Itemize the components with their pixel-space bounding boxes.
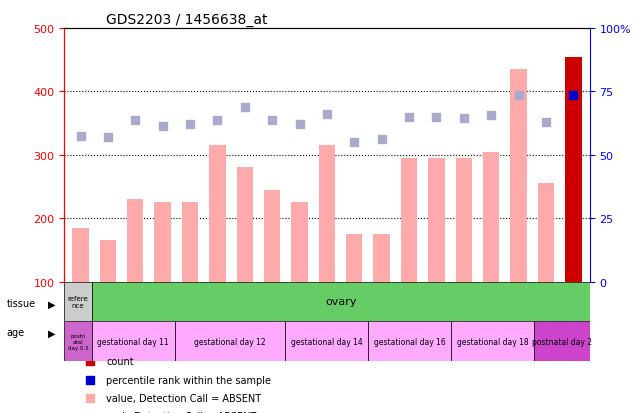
Text: postn
atal
day 0.5: postn atal day 0.5 (67, 333, 88, 350)
Text: ▶: ▶ (48, 299, 56, 309)
Bar (510, 70, 527, 282)
Point (267, 117, 278, 124)
Text: percentile rank within the sample: percentile rank within the sample (106, 375, 271, 385)
FancyBboxPatch shape (64, 282, 92, 322)
Text: tissue: tissue (6, 299, 35, 309)
Bar (538, 184, 554, 282)
Bar (483, 152, 499, 282)
Bar (127, 199, 144, 282)
Text: ▶: ▶ (48, 328, 56, 337)
Point (486, 113, 496, 119)
Text: gestational day 11: gestational day 11 (97, 337, 169, 346)
Text: ovary: ovary (325, 297, 356, 307)
Text: value, Detection Call = ABSENT: value, Detection Call = ABSENT (106, 393, 262, 403)
Bar (456, 159, 472, 282)
Point (561, 151, 571, 158)
FancyBboxPatch shape (369, 322, 451, 361)
Text: gestational day 14: gestational day 14 (291, 337, 363, 346)
Text: gestational day 16: gestational day 16 (374, 337, 445, 346)
Text: count: count (106, 356, 134, 366)
Bar (428, 159, 445, 282)
Point (294, 122, 304, 128)
Bar (182, 203, 198, 282)
FancyBboxPatch shape (92, 322, 175, 361)
Bar (72, 228, 88, 282)
Bar (237, 168, 253, 282)
Point (431, 114, 442, 121)
Point (103, 134, 113, 141)
Point (240, 104, 250, 111)
Text: rank, Detection Call = ABSENT: rank, Detection Call = ABSENT (106, 411, 256, 413)
FancyBboxPatch shape (64, 322, 92, 361)
FancyBboxPatch shape (535, 322, 590, 361)
FancyBboxPatch shape (175, 322, 285, 361)
Text: refere
nce: refere nce (67, 295, 88, 308)
Text: gestational day 18: gestational day 18 (457, 337, 529, 346)
Bar (374, 235, 390, 282)
Bar (319, 146, 335, 282)
Text: gestational day 12: gestational day 12 (194, 337, 266, 346)
Text: postnatal day 2: postnatal day 2 (532, 337, 592, 346)
Point (212, 117, 222, 124)
Text: GDS2203 / 1456638_at: GDS2203 / 1456638_at (106, 12, 268, 26)
Bar (100, 241, 116, 282)
Point (459, 115, 469, 122)
Point (349, 140, 360, 146)
Bar (401, 159, 417, 282)
Bar (565, 57, 581, 282)
Point (76, 133, 86, 140)
Bar (154, 203, 171, 282)
Bar (291, 203, 308, 282)
Point (158, 123, 168, 130)
Point (513, 92, 524, 99)
Text: age: age (6, 328, 24, 337)
Point (568, 92, 578, 99)
FancyBboxPatch shape (285, 322, 369, 361)
FancyBboxPatch shape (92, 282, 590, 322)
Point (404, 114, 414, 121)
Bar (346, 235, 363, 282)
Point (561, 317, 571, 323)
Point (130, 117, 140, 124)
FancyBboxPatch shape (451, 322, 535, 361)
Bar (264, 190, 280, 282)
Point (541, 119, 551, 126)
Point (185, 122, 195, 128)
Bar (209, 146, 226, 282)
Point (322, 111, 332, 118)
Point (376, 136, 387, 143)
